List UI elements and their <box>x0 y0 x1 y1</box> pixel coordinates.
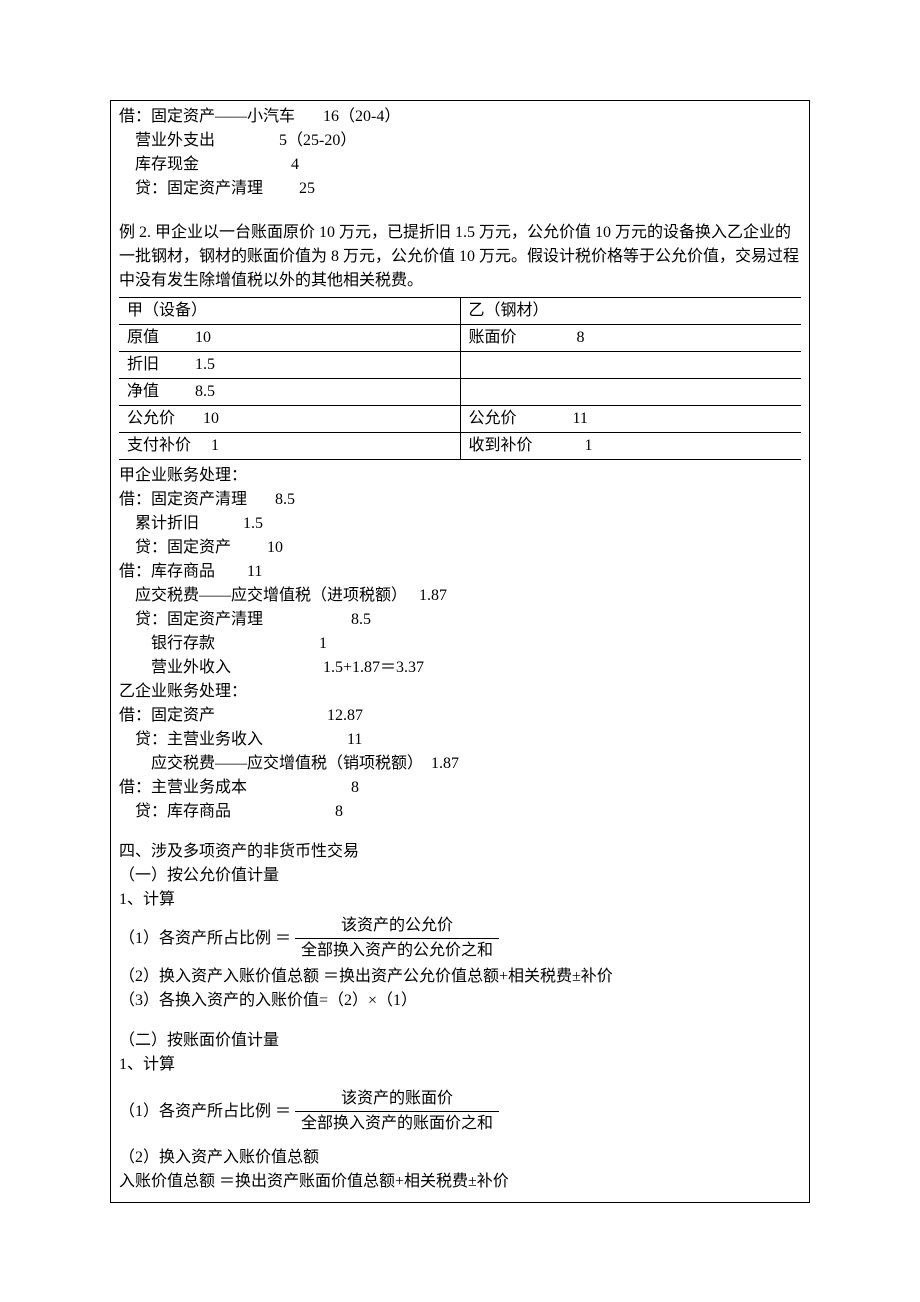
entry-line: 贷：库存商品 8 <box>119 800 801 824</box>
formula-1: （1）各资产所占比例 ＝ 该资产的公允价 全部换入资产的公允价之和 <box>119 914 801 963</box>
table-row: 甲（设备） 乙（钢材） <box>119 298 801 325</box>
table-cell: 收到补价 1 <box>460 433 801 460</box>
fraction-denominator: 全部换入资产的账面价之和 <box>295 1111 499 1136</box>
formula-6: 入账价值总额 ＝换出资产账面价值总额+相关税费±补价 <box>119 1170 801 1194</box>
entry-line: 借：固定资产清理 8.5 <box>119 488 801 512</box>
section4-heading: 四、涉及多项资产的非货币性交易 <box>119 840 801 864</box>
formula-4: （1）各资产所占比例 ＝ 该资产的账面价 全部换入资产的账面价之和 <box>119 1087 801 1136</box>
table-cell: 账面价 8 <box>460 325 801 352</box>
entry-line: 累计折旧 1.5 <box>119 512 801 536</box>
content-box: 借：固定资产——小汽车 16（20-4） 营业外支出 5（25-20） 库存现金… <box>110 100 810 1203</box>
table-row: 公允价 10 公允价 11 <box>119 406 801 433</box>
formula-3: （3）各换入资产的入账价值=（2）×（1） <box>119 989 801 1013</box>
table-row: 净值 8.5 <box>119 379 801 406</box>
table-cell: 公允价 10 <box>119 406 460 433</box>
table-cell: 甲（设备） <box>119 298 460 325</box>
fraction: 该资产的公允价 全部换入资产的公允价之和 <box>295 914 499 963</box>
page: 借：固定资产——小汽车 16（20-4） 营业外支出 5（25-20） 库存现金… <box>0 0 920 1263</box>
table-cell: 原值 10 <box>119 325 460 352</box>
entry-line: 贷：主营业务收入 11 <box>119 728 801 752</box>
section4-sub1: （一）按公允价值计量 <box>119 864 801 888</box>
formula-left: （1）各资产所占比例 ＝ <box>119 927 291 951</box>
table-cell: 净值 8.5 <box>119 379 460 406</box>
formula-left: （1）各资产所占比例 ＝ <box>119 1100 291 1124</box>
entry-line: 借：库存商品 11 <box>119 560 801 584</box>
table-cell: 支付补价 1 <box>119 433 460 460</box>
entry-line: 借：主营业务成本 8 <box>119 776 801 800</box>
entry-line: 营业外支出 5（25-20） <box>119 129 801 153</box>
entry-line: 贷：固定资产 10 <box>119 536 801 560</box>
fraction: 该资产的账面价 全部换入资产的账面价之和 <box>295 1087 499 1136</box>
fraction-numerator: 该资产的账面价 <box>295 1087 499 1111</box>
fraction-denominator: 全部换入资产的公允价之和 <box>295 938 499 963</box>
table-row: 折旧 1.5 <box>119 352 801 379</box>
formula-5: （2）换入资产入账价值总额 <box>119 1146 801 1170</box>
entry-line: 贷：固定资产清理 8.5 <box>119 608 801 632</box>
fraction-numerator: 该资产的公允价 <box>295 914 499 938</box>
entry-line: 借：固定资产——小汽车 16（20-4） <box>119 105 801 129</box>
table-row: 支付补价 1 收到补价 1 <box>119 433 801 460</box>
section4-sub2-1: 1、计算 <box>119 1053 801 1077</box>
table-cell <box>460 352 801 379</box>
entry-line: 应交税费——应交增值税（进项税额） 1.87 <box>119 584 801 608</box>
formula-2: （2）换入资产入账价值总额 ＝换出资产公允价值总额+相关税费±补价 <box>119 965 801 989</box>
section4-sub2: （二）按账面价值计量 <box>119 1029 801 1053</box>
yi-title: 乙企业账务处理： <box>119 680 801 704</box>
section4-sub1-1: 1、计算 <box>119 888 801 912</box>
table-cell: 折旧 1.5 <box>119 352 460 379</box>
entry-line: 应交税费——应交增值税（销项税额） 1.87 <box>119 752 801 776</box>
entry-line: 贷：固定资产清理 25 <box>119 177 801 201</box>
table-row: 原值 10 账面价 8 <box>119 325 801 352</box>
comparison-table: 甲（设备） 乙（钢材） 原值 10 账面价 8 折旧 1.5 净值 8.5 <box>119 297 801 460</box>
table-cell: 公允价 11 <box>460 406 801 433</box>
entry-line: 营业外收入 1.5+1.87＝3.37 <box>119 656 801 680</box>
jia-title: 甲企业账务处理： <box>119 464 801 488</box>
table-cell: 乙（钢材） <box>460 298 801 325</box>
table-cell <box>460 379 801 406</box>
example2-intro: 例 2. 甲企业以一台账面原价 10 万元，已提折旧 1.5 万元，公允价值 1… <box>119 221 801 293</box>
entry-line: 借：固定资产 12.87 <box>119 704 801 728</box>
entry-line: 银行存款 1 <box>119 632 801 656</box>
entry-line: 库存现金 4 <box>119 153 801 177</box>
